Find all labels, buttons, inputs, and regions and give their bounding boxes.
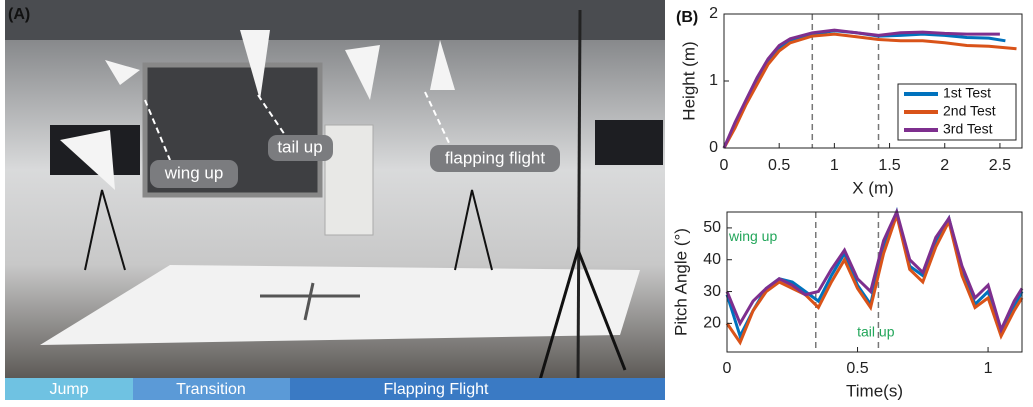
y-tick-label: 30 — [703, 283, 721, 300]
annotation: wing up — [728, 228, 777, 244]
photo-annotation: wing up — [164, 163, 224, 182]
y-tick-label: 20 — [703, 315, 721, 332]
x-tick-label: 0.5 — [768, 157, 790, 174]
x-tick-label: 1 — [984, 360, 993, 377]
y-tick-label: 0 — [709, 139, 718, 156]
photo: wing up tail up flapping flight (A) — [5, 0, 665, 380]
phase-bar: Jump Transition Flapping Flight — [5, 378, 665, 400]
x-tick-label: 2.5 — [989, 157, 1011, 174]
y-tick-label: 40 — [703, 251, 721, 268]
legend-label: 3rd Test — [943, 121, 993, 137]
panel-label: (A) — [8, 6, 30, 23]
legend-label: 1st Test — [943, 85, 991, 101]
figure: wing up tail up flapping flight (A) Jump… — [0, 0, 1033, 407]
x-tick-label: 0 — [720, 157, 729, 174]
x-tick-label: 0.5 — [846, 360, 868, 377]
y-axis-label: Height (m) — [679, 41, 698, 120]
panel-label: (B) — [676, 9, 698, 26]
phase-label: Flapping Flight — [384, 381, 490, 398]
x-tick-label: 1 — [830, 157, 839, 174]
photo-annotation: flapping flight — [445, 148, 545, 167]
y-tick-label: 1 — [709, 72, 718, 89]
annotation: tail up — [857, 324, 895, 340]
y-tick-label: 50 — [703, 219, 721, 236]
x-axis-label: Time(s) — [846, 381, 903, 400]
phase-label: Transition — [176, 381, 246, 398]
legend: 1st Test 2nd Test 3rd Test — [898, 84, 1016, 140]
phase-label: Jump — [49, 381, 88, 398]
legend-label: 2nd Test — [943, 103, 996, 119]
y-tick-label: 2 — [709, 5, 718, 22]
x-axis-label: X (m) — [852, 178, 894, 197]
photo-annotation: tail up — [277, 137, 322, 156]
x-tick-label: 1.5 — [878, 157, 900, 174]
x-tick-label: 0 — [723, 360, 732, 377]
x-tick-label: 2 — [940, 157, 949, 174]
y-axis-label: Pitch Angle (°) — [671, 228, 690, 336]
